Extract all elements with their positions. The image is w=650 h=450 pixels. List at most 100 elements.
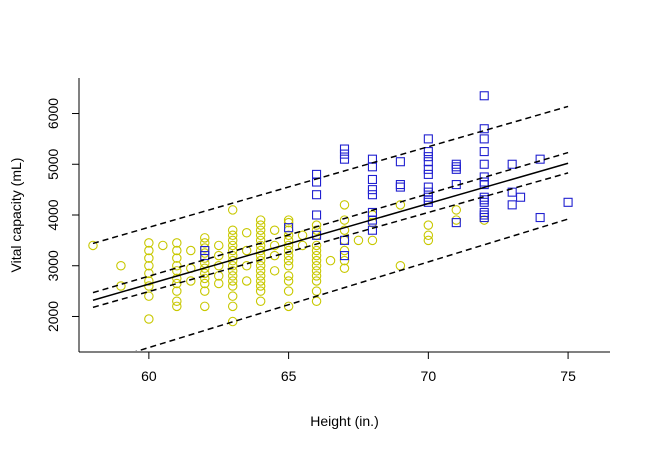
data-point (339, 149, 350, 159)
data-point (227, 266, 238, 276)
data-point (312, 177, 322, 187)
data-point (213, 278, 224, 289)
data-point (311, 296, 322, 307)
data-point (227, 316, 238, 327)
data-point (172, 253, 182, 263)
data-point (227, 301, 238, 312)
series-0 (88, 200, 489, 327)
data-point (451, 205, 462, 215)
interval-line (92, 151, 569, 294)
data-point (367, 190, 377, 200)
data-point (213, 240, 224, 251)
data-point (283, 271, 294, 281)
data-point (339, 255, 350, 266)
data-point (297, 240, 308, 251)
data-point (311, 220, 322, 230)
y-tick-label: 6000 (45, 98, 61, 129)
data-point (311, 255, 322, 266)
data-point (423, 187, 433, 197)
data-point (269, 240, 280, 251)
data-point (479, 180, 489, 190)
x-tick-label: 70 (421, 368, 437, 384)
data-point (339, 225, 350, 235)
data-point (451, 215, 462, 225)
data-point (144, 268, 154, 279)
data-point (535, 212, 545, 223)
data-point (311, 276, 322, 286)
data-point (451, 162, 461, 172)
data-point (284, 223, 294, 233)
data-point (200, 238, 210, 248)
data-point (283, 255, 294, 266)
data-point (172, 301, 182, 312)
data-point (339, 144, 350, 154)
data-point (339, 200, 350, 210)
data-point (172, 245, 182, 256)
data-point (213, 250, 224, 261)
data-point (423, 134, 433, 144)
y-ticks: 2000 3000 4000 5000 6000 (45, 98, 79, 332)
x-tick-label: 75 (560, 368, 576, 384)
data-point (423, 152, 433, 162)
data-point (311, 260, 322, 271)
data-point (186, 245, 196, 256)
data-point (88, 240, 98, 251)
data-point (144, 314, 154, 324)
data-point (158, 240, 168, 251)
data-point (312, 210, 322, 220)
data-point (423, 169, 433, 179)
data-point (311, 240, 322, 251)
data-point (255, 230, 266, 241)
data-point (283, 217, 294, 228)
data-point (479, 147, 489, 157)
data-point (479, 197, 489, 207)
data-point (563, 197, 573, 207)
data-point (325, 255, 336, 266)
data-point (255, 220, 266, 230)
data-point (255, 235, 266, 246)
data-point (311, 266, 322, 276)
data-point (423, 192, 433, 202)
data-point (395, 182, 405, 192)
data-point (200, 245, 210, 256)
data-point (283, 215, 294, 225)
data-point (339, 154, 350, 164)
data-point (241, 276, 252, 286)
data-point (311, 250, 322, 261)
data-point (255, 215, 266, 225)
data-point (144, 245, 154, 256)
data-point (227, 281, 238, 291)
data-point (507, 159, 517, 169)
axes: 60 65 70 75 2000 3000 4000 5000 6000 (45, 78, 610, 384)
data-point (367, 162, 377, 172)
y-tick-label: 2000 (45, 301, 61, 332)
data-point (479, 215, 489, 225)
data-point (144, 276, 154, 286)
data-point (144, 238, 154, 248)
data-point (172, 266, 182, 276)
data-point (339, 251, 350, 261)
data-point (312, 190, 322, 200)
data-point (367, 235, 378, 246)
data-point (144, 260, 154, 271)
data-point (227, 225, 238, 235)
data-point (255, 266, 266, 276)
data-point (269, 250, 280, 261)
data-point (255, 296, 266, 307)
data-point (479, 159, 489, 169)
data-point (339, 263, 350, 274)
data-point (255, 260, 266, 271)
data-point (367, 185, 377, 195)
data-point (269, 225, 280, 235)
data-point (255, 281, 266, 291)
data-point (144, 291, 154, 301)
data-point (200, 233, 210, 243)
data-point (255, 240, 266, 251)
data-point (479, 212, 489, 223)
data-point (200, 243, 210, 253)
data-point (186, 276, 196, 286)
data-point (200, 268, 210, 279)
data-point (479, 134, 489, 144)
data-point (255, 276, 266, 286)
data-point (241, 228, 252, 238)
